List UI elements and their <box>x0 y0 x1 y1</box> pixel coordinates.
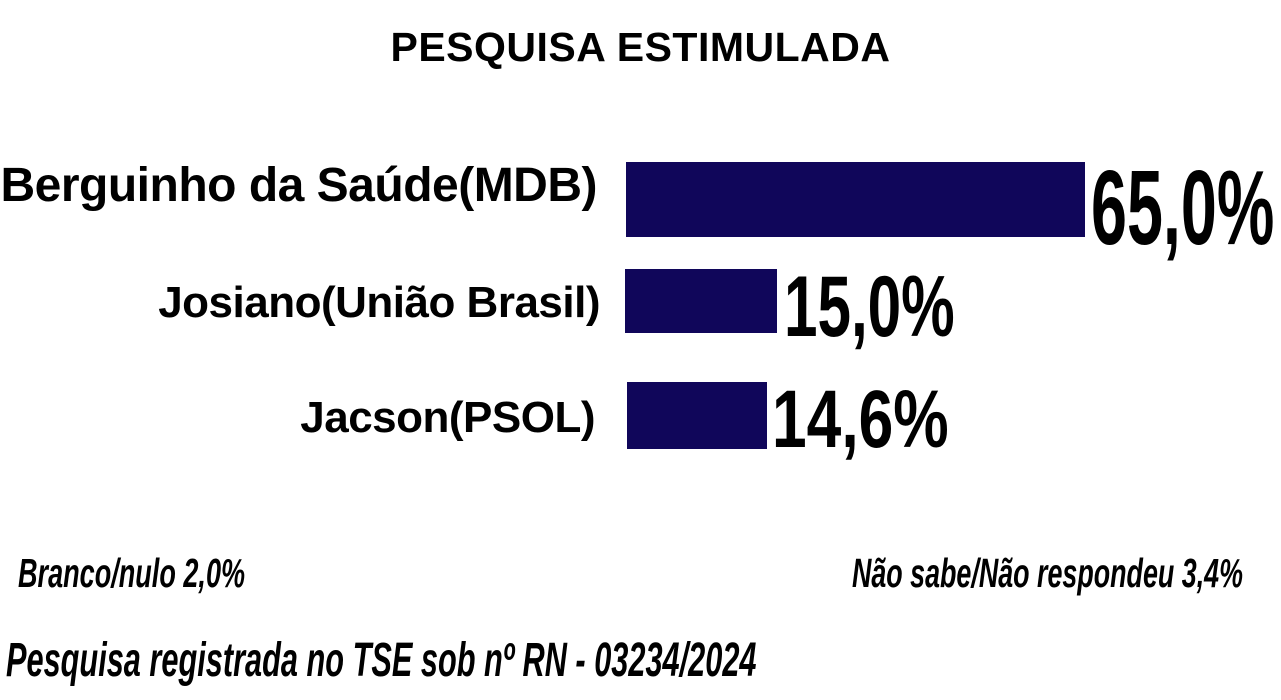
bar <box>625 269 777 333</box>
value-text: 65,0% <box>1091 149 1275 267</box>
value-label: 14,6% <box>772 379 1005 461</box>
footnote-blank-null-text: Branco/nulo 2,0% <box>18 550 246 596</box>
value-label: 15,0% <box>784 264 1028 350</box>
footnote-dont-know-text: Não sabe/Não respondeu 3,4% <box>851 550 1243 596</box>
candidate-label: Berguinho da Saúde(MDB) <box>0 159 598 212</box>
bar <box>627 382 767 449</box>
bar <box>626 162 1085 237</box>
value-text: 14,6% <box>772 374 949 465</box>
candidate-label: Jacson(PSOL) <box>300 393 595 442</box>
footnote-blank-null: Branco/nulo 2,0% <box>18 553 362 594</box>
chart-title: PESQUISA ESTIMULADA <box>390 24 891 70</box>
tse-registration-note: Pesquisa registrada no TSE sob nº RN - 0… <box>6 637 1179 685</box>
candidate-label: Josiano(União Brasil) <box>158 278 600 327</box>
value-label: 65,0% <box>1091 155 1281 261</box>
value-text: 15,0% <box>784 259 955 355</box>
tse-registration-text: Pesquisa registrada no TSE sob nº RN - 0… <box>6 634 757 687</box>
footnote-dont-know: Não sabe/Não respondeu 3,4% <box>646 553 1243 594</box>
